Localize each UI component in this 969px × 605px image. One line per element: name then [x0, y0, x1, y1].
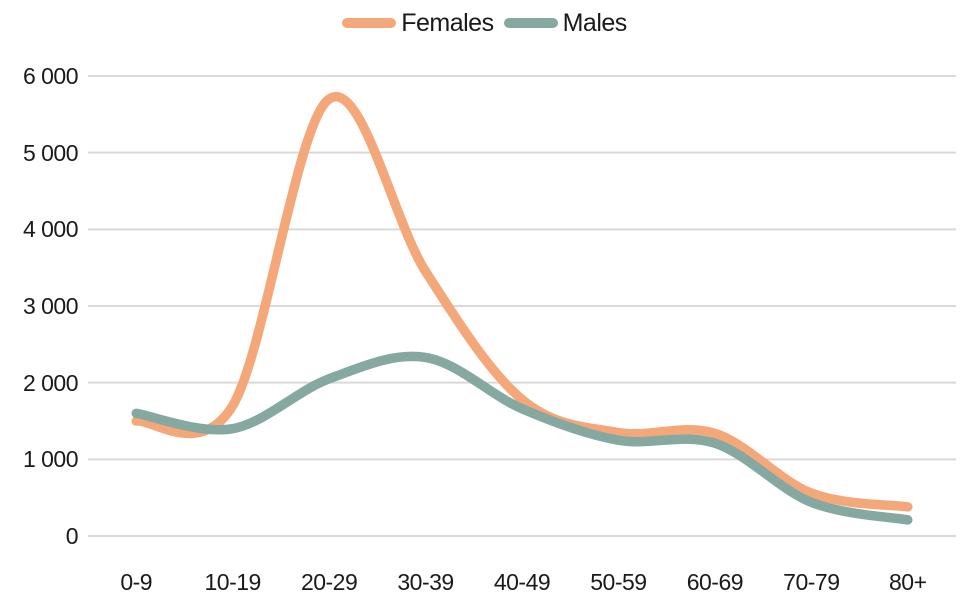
legend-item-males: Males [503, 8, 628, 38]
x-tick-label: 80+ [889, 569, 927, 595]
x-tick-label: 0-9 [120, 569, 153, 595]
x-tick-label: 70-79 [783, 569, 840, 595]
x-tick-label: 30-39 [397, 569, 454, 595]
y-tick-label: 2 000 [22, 369, 79, 396]
legend-label-males: Males [562, 9, 628, 37]
legend: Females Males [0, 8, 969, 38]
y-tick-label: 6 000 [22, 63, 79, 89]
legend-item-females: Females [342, 8, 494, 38]
males-line [131, 351, 913, 525]
x-tick-label: 20-29 [300, 569, 358, 595]
males-line-swatch-icon [503, 18, 558, 28]
x-tick-label: 10-19 [204, 569, 261, 595]
legend-label-females: Females [401, 9, 494, 37]
females-line-swatch-icon [342, 18, 397, 28]
y-tick-label: 0 [65, 523, 79, 549]
x-tick-label: 50-59 [590, 569, 647, 595]
x-tick-label: 60-69 [686, 569, 744, 595]
x-tick-label: 40-49 [493, 569, 551, 595]
females-line [131, 92, 913, 512]
y-tick-label: 5 000 [22, 139, 79, 166]
y-tick-label: 3 000 [22, 293, 79, 319]
y-tick-label: 1 000 [22, 446, 79, 473]
y-tick-label: 4 000 [22, 216, 79, 243]
